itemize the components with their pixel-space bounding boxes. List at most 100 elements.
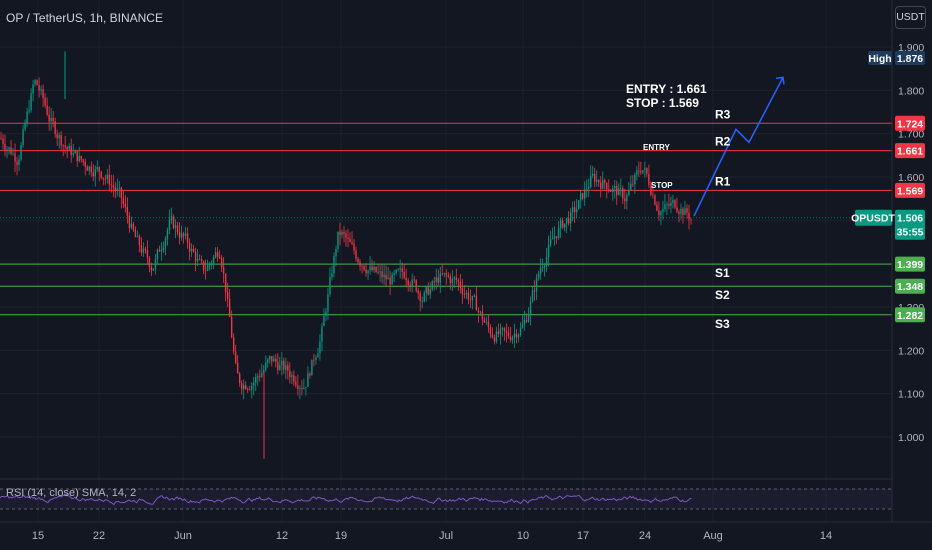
candle-body: [467, 292, 470, 300]
time-tick-label: 17: [577, 530, 589, 542]
candle-body: [630, 183, 632, 190]
level-badge-r3: [895, 115, 925, 131]
candle-body: [323, 316, 325, 327]
candle-body: [351, 242, 353, 244]
currency-button[interactable]: USDT: [895, 6, 926, 29]
level-lines: [0, 122, 892, 316]
candle-body: [477, 310, 480, 313]
candle-body: [662, 209, 664, 213]
projection-arrow: [693, 76, 785, 217]
candle-body: [228, 298, 231, 317]
candle-body: [94, 169, 96, 177]
candle-body: [505, 331, 508, 333]
candle-body: [656, 204, 658, 211]
candle-body: [463, 293, 466, 295]
candle-body: [529, 301, 532, 315]
candle-body: [517, 335, 520, 338]
candle-body: [355, 250, 357, 259]
candle-body: [598, 180, 600, 183]
candle-body: [569, 212, 572, 224]
candle-body: [455, 277, 458, 280]
candle-body: [587, 187, 590, 189]
candle-body: [519, 327, 522, 336]
level-badge-r1-text: 1.569: [897, 185, 923, 197]
candle-body: [391, 274, 393, 285]
candle-body: [690, 219, 692, 221]
high-value-badge: [895, 51, 925, 65]
candle-body: [672, 200, 674, 203]
candle-body: [339, 231, 341, 235]
candle-body: [180, 233, 183, 238]
candle-body: [622, 188, 624, 199]
candle-body: [632, 183, 634, 185]
candle-body: [238, 373, 241, 384]
candle-body: [251, 385, 253, 390]
candle-body: [626, 195, 628, 202]
candle-body: [616, 185, 618, 196]
candle-body: [573, 207, 576, 213]
price-badges: 1.724 1.661 1.569 1.399 1.348 1.282 High 1.876 O…: [851, 51, 925, 323]
candle-body: [275, 358, 277, 362]
candle-body: [142, 248, 145, 253]
candle-body: [295, 381, 297, 386]
candle-body: [158, 249, 161, 252]
candle-body: [58, 135, 60, 139]
candle-body: [144, 248, 147, 251]
candle-body: [64, 145, 66, 148]
time-tick-label: 22: [93, 530, 105, 542]
candle-body: [136, 236, 139, 238]
candle-body: [208, 263, 211, 266]
symbol-badge-text: OPUSDT: [851, 213, 895, 225]
candle-body: [491, 334, 494, 338]
candle-body: [409, 284, 411, 288]
candle-body: [527, 314, 530, 322]
time-axis[interactable]: 15 22 Jun 12 19 Jul 10 17 24 Aug 14: [0, 521, 932, 542]
candle-body: [245, 385, 247, 389]
candle-body: [88, 166, 90, 171]
candle-body: [138, 236, 141, 246]
candle-body: [311, 359, 313, 376]
candle-body: [431, 281, 433, 290]
candle-body: [487, 321, 490, 327]
candle-body: [393, 272, 395, 275]
current-price-badge: [895, 209, 925, 240]
candle-body: [204, 270, 207, 271]
candle-body: [507, 332, 510, 337]
candle-body: [469, 299, 472, 301]
candle-body: [688, 212, 690, 220]
candle-body: [511, 337, 514, 341]
candle-body: [497, 331, 500, 335]
candle-body: [441, 273, 443, 275]
symbol-title[interactable]: OP / TetherUS, 1h, BINANCE: [6, 11, 163, 25]
candle-body: [148, 257, 151, 268]
price-axis[interactable]: 1.0001.1001.2001.3001.4001.5001.6001.700…: [891, 0, 924, 522]
rsi-label[interactable]: RSI (14, close) SMA, 14, 2: [6, 487, 136, 499]
candle-body: [343, 231, 345, 234]
candle-body: [224, 273, 227, 293]
candle-body: [642, 170, 644, 173]
candle-body: [253, 382, 255, 386]
candle-body: [166, 229, 169, 239]
level-name-s2: S2: [715, 288, 730, 302]
candle-body: [130, 223, 133, 228]
candle-body: [549, 239, 552, 245]
candle-body: [674, 200, 676, 208]
candle-body: [120, 187, 123, 198]
projection-line: [693, 76, 784, 217]
candle-body: [8, 147, 10, 150]
candle-body: [610, 191, 612, 192]
candle-body: [106, 174, 109, 180]
candle-body: [447, 275, 449, 277]
level-badge-s3-text: 1.282: [897, 310, 923, 322]
candle-body: [10, 147, 12, 154]
candle-body: [265, 362, 267, 370]
candle-body: [26, 111, 28, 123]
candle-body: [429, 289, 431, 295]
candle-body: [559, 220, 562, 229]
candle-body: [365, 269, 367, 274]
candle-body: [557, 228, 560, 238]
candle-body: [353, 243, 355, 251]
level-labels: R3 R2 R1 S1 S2 S3: [715, 107, 731, 331]
candle-body: [249, 389, 251, 391]
